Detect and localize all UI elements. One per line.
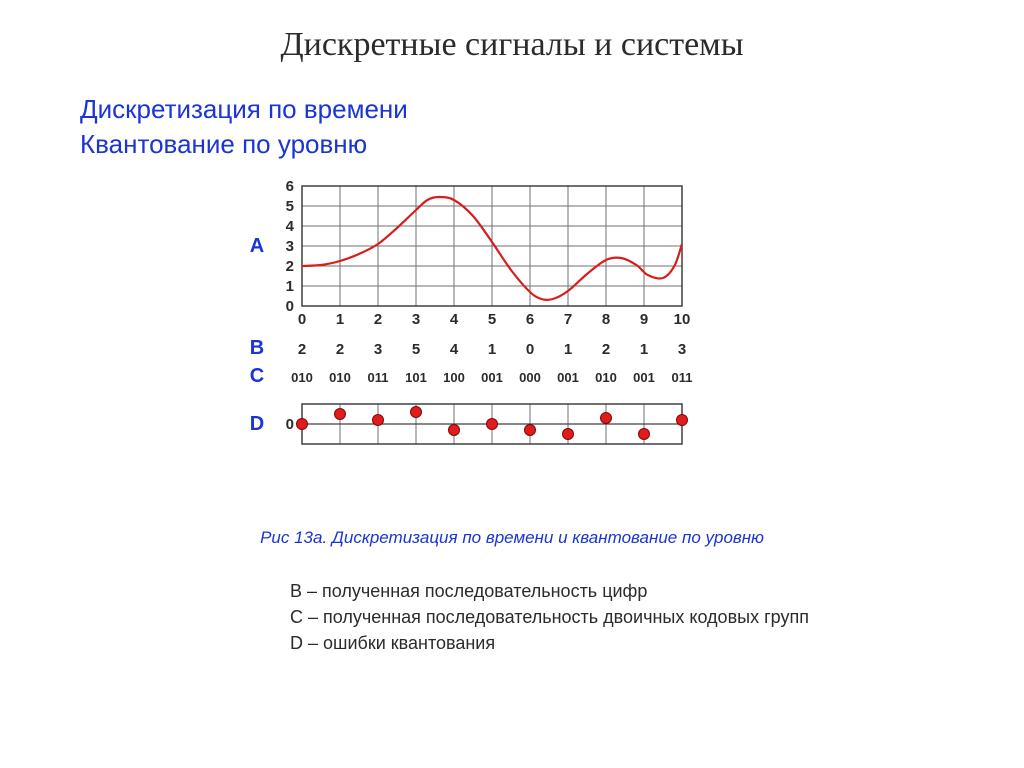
rowc-value: 101 — [405, 370, 427, 385]
svg-text:0: 0 — [286, 416, 294, 433]
error-dot — [373, 415, 384, 426]
svg-text:6: 6 — [286, 178, 294, 195]
error-dot — [297, 419, 308, 430]
rowb-value: 3 — [678, 341, 686, 358]
svg-text:3: 3 — [286, 238, 294, 255]
error-dot — [335, 409, 346, 420]
error-dot — [487, 419, 498, 430]
subtitle-line-1: Дискретизация по времени — [80, 92, 964, 127]
svg-text:6: 6 — [526, 311, 534, 328]
rowb-value: 1 — [564, 341, 572, 358]
svg-text:4: 4 — [450, 311, 459, 328]
rowc-value: 001 — [481, 370, 503, 385]
label-d: D — [250, 413, 264, 435]
svg-text:5: 5 — [488, 311, 496, 328]
svg-text:8: 8 — [602, 311, 610, 328]
rowb-value: 3 — [374, 341, 382, 358]
label-b: B — [250, 337, 264, 359]
figure-svg: 6543210012345678910AB22354101213C0100100… — [212, 176, 812, 516]
legend: B – полученная последовательность цифр C… — [290, 578, 964, 656]
error-dot — [639, 429, 650, 440]
rowc-value: 000 — [519, 370, 541, 385]
rowc-value: 011 — [672, 370, 693, 385]
svg-text:9: 9 — [640, 311, 648, 328]
svg-text:2: 2 — [374, 311, 382, 328]
label-a: A — [250, 235, 264, 257]
svg-text:0: 0 — [286, 298, 294, 315]
svg-text:5: 5 — [286, 198, 294, 215]
legend-c: C – полученная последовательность двоичн… — [290, 604, 964, 630]
error-dot — [601, 413, 612, 424]
error-dot — [449, 425, 460, 436]
error-dot — [411, 407, 422, 418]
rowb-value: 2 — [336, 341, 344, 358]
rowc-value: 001 — [557, 370, 579, 385]
rowb-value: 2 — [602, 341, 610, 358]
rowb-value: 4 — [450, 341, 459, 358]
svg-text:3: 3 — [412, 311, 420, 328]
svg-text:7: 7 — [564, 311, 572, 328]
svg-text:1: 1 — [286, 278, 294, 295]
svg-text:4: 4 — [286, 218, 295, 235]
svg-text:2: 2 — [286, 258, 294, 275]
rowc-value: 010 — [595, 370, 617, 385]
rowc-value: 010 — [291, 370, 313, 385]
subtitle-line-2: Квантование по уровню — [80, 127, 964, 162]
rowc-value: 011 — [368, 370, 389, 385]
error-dot — [525, 425, 536, 436]
figure-caption: Рис 13а. Дискретизация по времени и кван… — [212, 528, 812, 548]
error-dot — [677, 415, 688, 426]
legend-b: B – полученная последовательность цифр — [290, 578, 964, 604]
rowb-value: 0 — [526, 341, 534, 358]
rowb-value: 1 — [640, 341, 648, 358]
rowb-value: 1 — [488, 341, 496, 358]
rowb-value: 2 — [298, 341, 306, 358]
svg-text:10: 10 — [674, 311, 691, 328]
label-c: C — [250, 365, 264, 387]
svg-text:0: 0 — [298, 311, 306, 328]
legend-d: D – ошибки квантования — [290, 630, 964, 656]
rowc-value: 001 — [633, 370, 655, 385]
svg-text:1: 1 — [336, 311, 344, 328]
subtitle: Дискретизация по времени Квантование по … — [80, 92, 964, 162]
rowc-value: 010 — [329, 370, 351, 385]
rowc-value: 100 — [443, 370, 465, 385]
error-dot — [563, 429, 574, 440]
page-title: Дискретные сигналы и системы — [60, 26, 964, 64]
rowb-value: 5 — [412, 341, 420, 358]
